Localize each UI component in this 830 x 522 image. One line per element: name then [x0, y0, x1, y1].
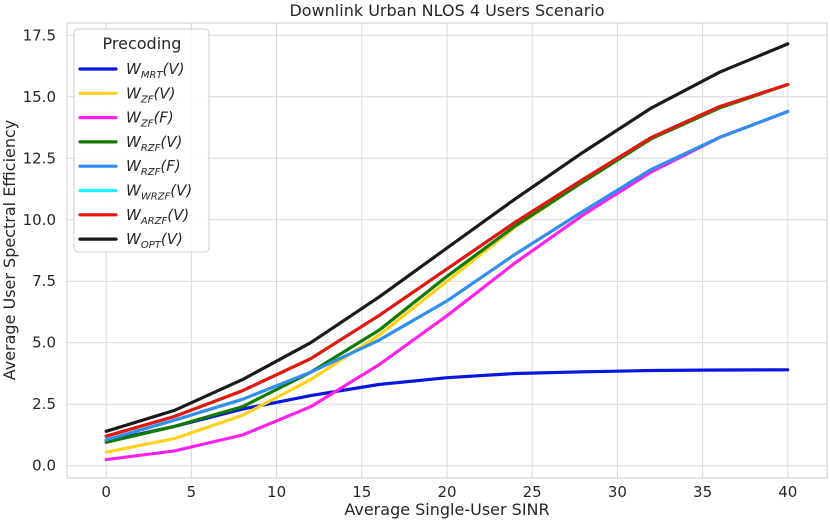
chart-title: Downlink Urban NLOS 4 Users Scenario [289, 1, 604, 20]
x-tick-label: 40 [778, 483, 797, 501]
x-tick-label: 0 [101, 483, 111, 501]
x-tick-label: 5 [187, 483, 197, 501]
x-tick-label: 25 [523, 483, 542, 501]
legend-label: WWRZF(V) [126, 182, 192, 203]
series-lines [104, 42, 790, 462]
legend-label: WMRT(V) [126, 60, 185, 81]
y-tick-label: 15.0 [23, 88, 56, 106]
series-line-arzf-v [104, 82, 790, 438]
legend-item: WZF(F) [78, 109, 174, 130]
legend-title: Precoding [103, 34, 182, 53]
tick-labels: 0 5 10 15 20 25 30 35 40 0.0 2.5 5.0 7.5 10.0 12.5 15.0… [23, 26, 798, 501]
legend-item: WMRT(V) [78, 60, 185, 81]
legend-label: WRZF(F) [126, 157, 181, 178]
legend-item: WRZF(V) [78, 133, 182, 154]
x-tick-label: 15 [352, 483, 371, 501]
y-tick-label: 10.0 [23, 211, 56, 229]
legend-item: WARZF(V) [78, 206, 189, 227]
x-axis-title: Average Single-User SINR [344, 500, 549, 519]
y-tick-label: 0.0 [32, 457, 56, 475]
legend-label: WZF(V) [126, 84, 175, 105]
series-line-opt-v [104, 42, 790, 433]
legend: Precoding WMRT(V) WZF(V) WZF(F) WRZF(V) WRZF… [73, 28, 210, 253]
legend-label: WRZF(V) [126, 133, 182, 154]
legend-box [73, 28, 210, 253]
legend-label: WZF(F) [126, 109, 174, 130]
x-tick-label: 30 [608, 483, 627, 501]
legend-label: WARZF(V) [126, 206, 189, 227]
series-line-rzf-f [104, 109, 790, 442]
y-tick-label: 7.5 [32, 272, 56, 290]
x-tick-label: 20 [437, 483, 456, 501]
y-axis-title: Average User Spectral Efficiency [0, 120, 19, 381]
legend-item: WRZF(F) [78, 157, 181, 178]
legend-item: WZF(V) [78, 84, 175, 105]
y-tick-label: 17.5 [23, 26, 56, 44]
y-tick-label: 2.5 [32, 395, 56, 413]
x-tick-label: 10 [267, 483, 286, 501]
y-tick-label: 5.0 [32, 334, 56, 352]
y-tick-label: 12.5 [23, 149, 56, 167]
x-tick-label: 35 [693, 483, 712, 501]
legend-item: WWRZF(V) [78, 182, 192, 203]
legend-item: WOPT(V) [78, 230, 183, 251]
legend-label: WOPT(V) [126, 230, 183, 251]
